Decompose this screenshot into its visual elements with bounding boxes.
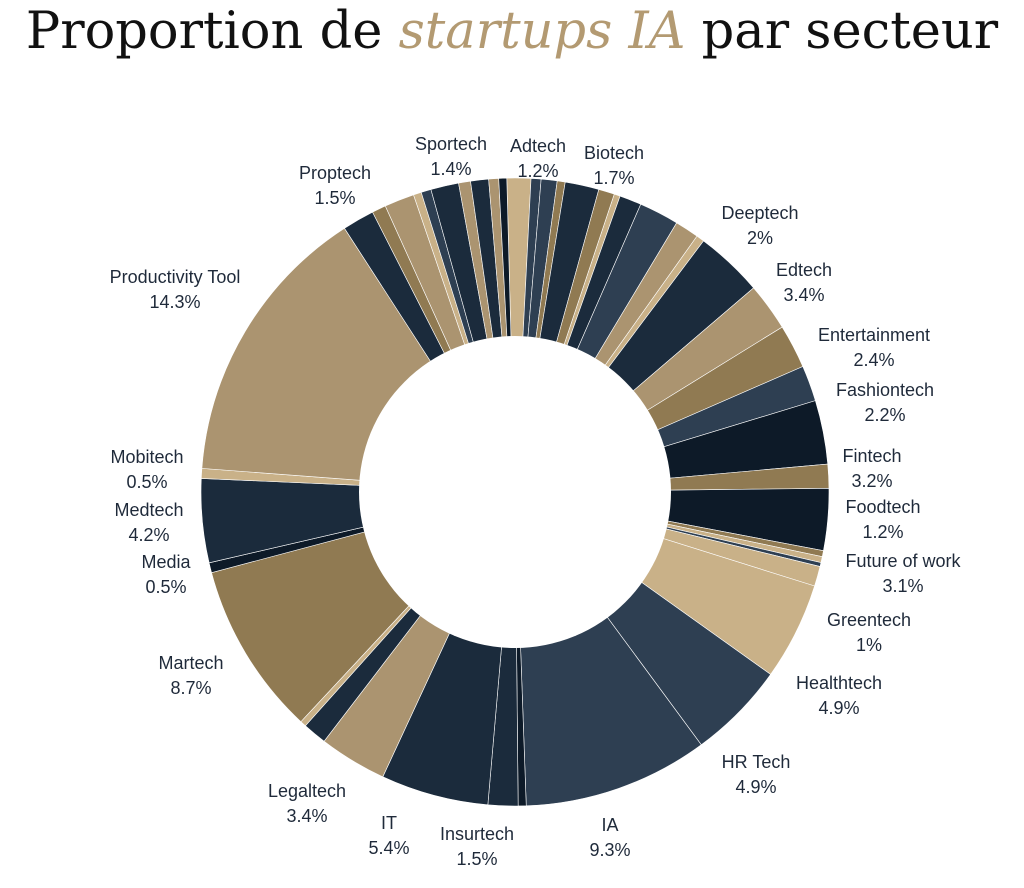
value-productivity-tool: 14.3% [149, 292, 200, 312]
title-suffix: par secteur [685, 2, 999, 61]
label-martech: Martech [158, 653, 223, 673]
slice-labels: Adtech 1.2% Biotech 1.7% Deeptech 2%Edtech 3.4… [110, 134, 962, 869]
value-entertainment: 2.4% [853, 350, 894, 370]
value-mobitech: 0.5% [126, 472, 167, 492]
value-media: 0.5% [145, 577, 186, 597]
label-foodtech: Foodtech [845, 497, 920, 517]
value-legaltech: 3.4% [286, 806, 327, 826]
value-fashiontech: 2.2% [864, 405, 905, 425]
label-future-of-work: Future of work [845, 551, 961, 571]
value-future-of-work: 3.1% [882, 576, 923, 596]
value-healthtech: 4.9% [818, 698, 859, 718]
label-biotech: Biotech [584, 143, 644, 163]
value-fintech: 3.2% [851, 471, 892, 491]
donut-hole [359, 336, 671, 648]
value-ia: 9.3% [589, 840, 630, 860]
label-ia: IA [601, 815, 618, 835]
value-greentech: 1% [856, 635, 882, 655]
label-insurtech: Insurtech [440, 824, 514, 844]
label-deeptech: Deeptech [721, 203, 798, 223]
label-medtech: Medtech [114, 500, 183, 520]
label-legaltech: Legaltech [268, 781, 346, 801]
label-edtech: Edtech [776, 260, 832, 280]
value-hr-tech: 4.9% [735, 777, 776, 797]
label-proptech: Proptech [299, 163, 371, 183]
label-fashiontech: Fashiontech [836, 380, 934, 400]
value-sportech: 1.4% [430, 159, 471, 179]
value-medtech: 4.2% [128, 525, 169, 545]
value-proptech: 1.5% [314, 188, 355, 208]
label-media: Media [141, 552, 191, 572]
label-greentech: Greentech [827, 610, 911, 630]
title-accent: startups IA [398, 2, 686, 61]
chart-title: Proportion de startups IA par secteur [0, 2, 1024, 61]
title-prefix: Proportion de [25, 2, 399, 61]
label-adtech: Adtech [510, 136, 566, 156]
value-foodtech: 1.2% [862, 522, 903, 542]
label-productivity-tool: Productivity Tool [110, 267, 241, 287]
value-edtech: 3.4% [783, 285, 824, 305]
value-martech: 8.7% [170, 678, 211, 698]
value-biotech: 1.7% [593, 168, 634, 188]
label-mobitech: Mobitech [110, 447, 183, 467]
value-deeptech: 2% [747, 228, 773, 248]
label-entertainment: Entertainment [818, 325, 930, 345]
label-hr-tech: HR Tech [722, 752, 791, 772]
label-it: IT [381, 813, 397, 833]
label-sportech: Sportech [415, 134, 487, 154]
value-insurtech: 1.5% [456, 849, 497, 869]
value-it: 5.4% [368, 838, 409, 858]
label-fintech: Fintech [842, 446, 901, 466]
value-adtech: 1.2% [517, 161, 558, 181]
label-healthtech: Healthtech [796, 673, 882, 693]
